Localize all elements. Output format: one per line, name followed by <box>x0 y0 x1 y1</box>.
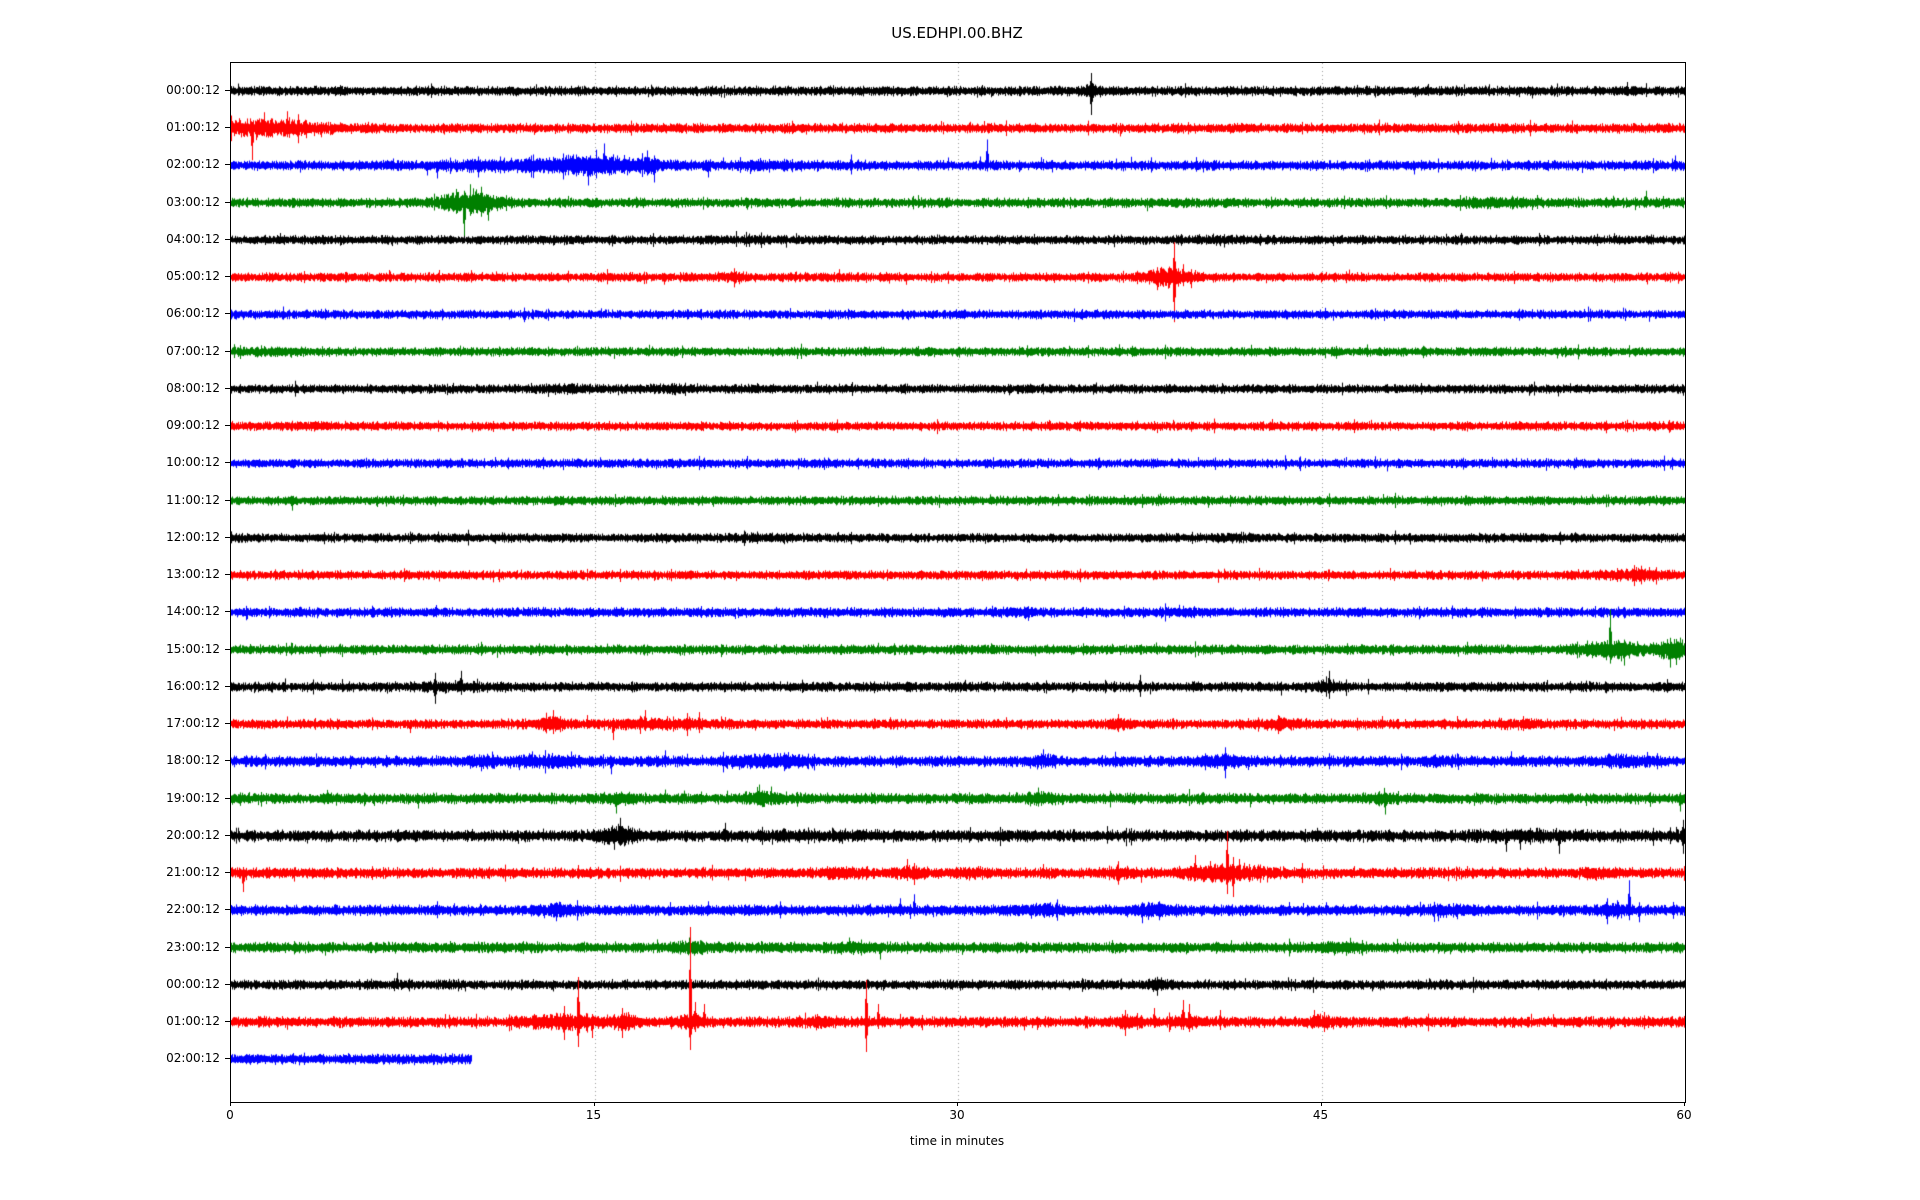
y-tick-mark <box>225 239 230 240</box>
y-tick-mark <box>225 574 230 575</box>
trace-time-label: 05:00:12 <box>166 269 220 284</box>
trace-time-label: 06:00:12 <box>166 306 220 321</box>
y-tick-mark <box>225 90 230 91</box>
trace-time-label: 21:00:12 <box>166 865 220 880</box>
x-tick-label: 30 <box>949 1108 965 1122</box>
trace-time-label: 14:00:12 <box>166 604 220 619</box>
trace-time-label: 23:00:12 <box>166 939 220 954</box>
chart-title: US.EDHPI.00.BHZ <box>891 24 1023 42</box>
trace-time-label: 00:00:12 <box>166 976 220 991</box>
y-tick-mark <box>225 500 230 501</box>
y-tick-mark <box>225 164 230 165</box>
x-tick-label: 15 <box>585 1108 602 1122</box>
trace-time-label: 10:00:12 <box>166 455 220 470</box>
x-tick-mark <box>594 1102 595 1106</box>
y-tick-mark <box>225 611 230 612</box>
y-tick-mark <box>225 127 230 128</box>
y-tick-mark <box>225 835 230 836</box>
y-tick-mark <box>225 872 230 873</box>
trace-time-label: 18:00:12 <box>166 753 220 768</box>
trace-time-label: 17:00:12 <box>166 716 220 731</box>
x-tick-mark <box>1684 1102 1685 1106</box>
y-tick-mark <box>225 1021 230 1022</box>
trace-time-label: 20:00:12 <box>166 827 220 842</box>
y-tick-mark <box>225 1058 230 1059</box>
plot-area <box>230 62 1686 1103</box>
trace-time-label: 02:00:12 <box>166 157 220 172</box>
trace-time-label: 12:00:12 <box>166 529 220 544</box>
y-tick-mark <box>225 462 230 463</box>
x-tick-mark <box>230 1102 231 1106</box>
x-tick-label: 60 <box>1676 1108 1692 1122</box>
x-tick-mark <box>957 1102 958 1106</box>
y-tick-mark <box>225 425 230 426</box>
y-tick-mark <box>225 388 230 389</box>
y-tick-mark <box>225 537 230 538</box>
y-tick-mark <box>225 686 230 687</box>
y-tick-mark <box>225 649 230 650</box>
trace-time-label: 22:00:12 <box>166 902 220 917</box>
x-axis-title: time in minutes <box>909 1134 1005 1148</box>
x-tick-label: 0 <box>226 1108 234 1122</box>
trace-time-label: 09:00:12 <box>166 418 220 433</box>
trace-time-label: 16:00:12 <box>166 678 220 693</box>
seismogram-traces-canvas <box>231 63 1685 1102</box>
trace-time-label: 13:00:12 <box>166 567 220 582</box>
x-tick-mark <box>1321 1102 1322 1106</box>
trace-time-label: 19:00:12 <box>166 790 220 805</box>
trace-time-label: 07:00:12 <box>166 343 220 358</box>
y-tick-mark <box>225 798 230 799</box>
trace-time-label: 02:00:12 <box>166 1051 220 1066</box>
trace-time-label: 11:00:12 <box>166 492 220 507</box>
trace-time-label: 03:00:12 <box>166 194 220 209</box>
y-tick-mark <box>225 984 230 985</box>
trace-time-label: 15:00:12 <box>166 641 220 656</box>
y-tick-mark <box>225 909 230 910</box>
x-tick-label: 45 <box>1312 1108 1329 1122</box>
trace-time-label: 01:00:12 <box>166 120 220 135</box>
y-tick-mark <box>225 202 230 203</box>
y-tick-mark <box>225 351 230 352</box>
trace-time-label: 00:00:12 <box>166 83 220 97</box>
y-tick-mark <box>225 276 230 277</box>
trace-time-label: 04:00:12 <box>166 231 220 246</box>
y-tick-mark <box>225 760 230 761</box>
y-tick-mark <box>225 947 230 948</box>
trace-time-label: 08:00:12 <box>166 380 220 395</box>
trace-time-label: 01:00:12 <box>166 1014 220 1028</box>
y-tick-mark <box>225 313 230 314</box>
y-tick-mark <box>225 723 230 724</box>
